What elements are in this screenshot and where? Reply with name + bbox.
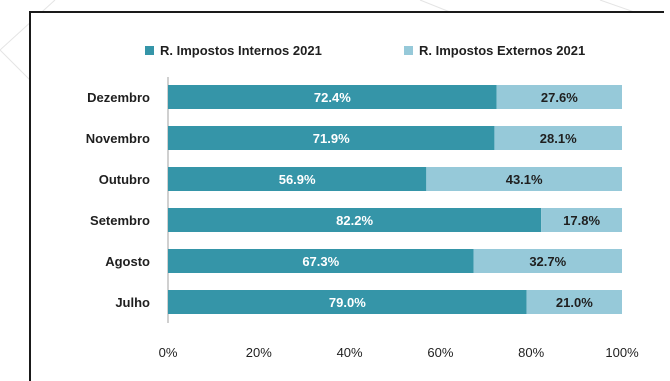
data-label-externos-julho: 21.0% [556, 295, 593, 310]
data-label-externos-dezembro: 27.6% [541, 90, 578, 105]
x-tick-label-20: 20% [246, 345, 272, 360]
data-label-internos-dezembro: 72.4% [314, 90, 351, 105]
category-label-agosto: Agosto [105, 254, 150, 269]
bar-internos-setembro [168, 208, 542, 232]
data-label-internos-outubro: 56.9% [279, 172, 316, 187]
bar-internos-dezembro [168, 85, 497, 109]
bar-externos-outubro [426, 167, 622, 191]
bar-externos-novembro [494, 126, 622, 150]
bars-group: 72.4% 27.6% 71.9% 28.1% 56.9% 43.1% 82.2% 17.8%… [168, 85, 622, 314]
legend-swatch-externos [404, 46, 413, 55]
x-tick-label-0: 0% [159, 345, 178, 360]
x-tick-label-40: 40% [337, 345, 363, 360]
data-label-internos-setembro: 82.2% [336, 213, 373, 228]
bar-internos-outubro [168, 167, 427, 191]
legend-label-externos: R. Impostos Externos 2021 [419, 43, 585, 58]
category-label-julho: Julho [115, 295, 150, 310]
x-axis-ticks: 0% 20% 40% 60% 80% 100% [159, 345, 639, 360]
data-label-externos-agosto: 32.7% [529, 254, 566, 269]
data-label-externos-novembro: 28.1% [540, 131, 577, 146]
x-tick-label-100: 100% [605, 345, 639, 360]
bar-externos-julho [526, 290, 622, 314]
legend-swatch-internos [145, 46, 154, 55]
stacked-bar-chart: R. Impostos Internos 2021 R. Impostos Ex… [86, 43, 639, 360]
legend: R. Impostos Internos 2021 R. Impostos Ex… [145, 43, 585, 58]
category-label-novembro: Novembro [86, 131, 150, 146]
data-label-internos-novembro: 71.9% [313, 131, 350, 146]
category-labels: Dezembro Novembro Outubro Setembro Agosto Jul… [86, 90, 150, 310]
category-label-setembro: Setembro [90, 213, 150, 228]
bar-internos-agosto [168, 249, 474, 273]
bar-externos-setembro [541, 208, 622, 232]
legend-label-internos: R. Impostos Internos 2021 [160, 43, 322, 58]
bar-externos-dezembro [496, 85, 622, 109]
bar-internos-novembro [168, 126, 495, 150]
data-label-internos-agosto: 67.3% [302, 254, 339, 269]
bar-externos-agosto [473, 249, 622, 273]
data-label-externos-setembro: 17.8% [563, 213, 600, 228]
bar-internos-julho [168, 290, 527, 314]
category-label-outubro: Outubro [99, 172, 150, 187]
x-tick-label-80: 80% [518, 345, 544, 360]
data-label-internos-julho: 79.0% [329, 295, 366, 310]
data-label-externos-outubro: 43.1% [506, 172, 543, 187]
chart-frame [29, 11, 664, 381]
x-tick-label-60: 60% [427, 345, 453, 360]
category-label-dezembro: Dezembro [87, 90, 150, 105]
